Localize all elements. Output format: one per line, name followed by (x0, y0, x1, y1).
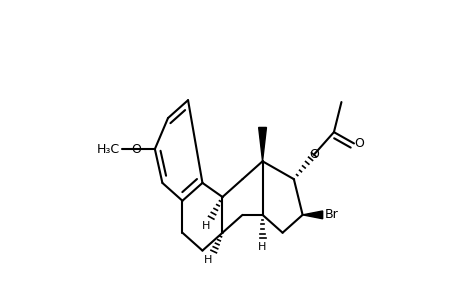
Text: H: H (201, 221, 209, 231)
Polygon shape (258, 128, 266, 161)
Text: H: H (258, 242, 266, 252)
Text: H: H (204, 255, 212, 265)
Text: O: O (308, 148, 318, 161)
Text: O: O (353, 137, 363, 150)
Text: Br: Br (325, 208, 338, 221)
Text: H₃C: H₃C (96, 142, 119, 156)
Text: O: O (131, 142, 141, 156)
Polygon shape (302, 211, 322, 219)
